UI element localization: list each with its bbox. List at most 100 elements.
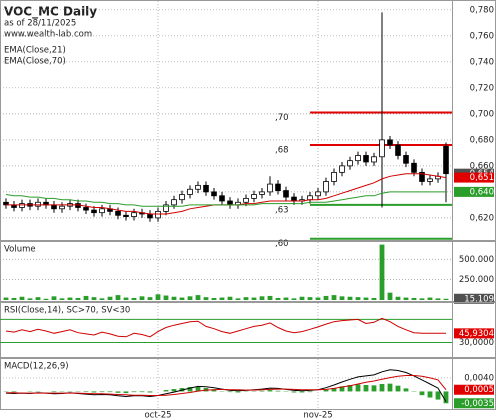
candle-body (227, 200, 233, 206)
y-tick-label: 500.000 (459, 255, 494, 265)
source: www.wealth-lab.com (4, 30, 92, 40)
value-marker (454, 384, 494, 395)
legend-entry: EMA(Close,70) (4, 57, 66, 67)
bar (51, 391, 57, 393)
bar (331, 388, 337, 392)
bar (203, 297, 209, 300)
value-marker-label: 0,640 (470, 187, 494, 197)
candle-body (59, 205, 65, 210)
candle-body (267, 183, 273, 193)
y-tick-label: 0,680 (470, 135, 494, 145)
candle-body (347, 160, 353, 167)
bar (435, 391, 441, 400)
bar (395, 385, 401, 392)
chart-title: VOC_MC Daily (4, 5, 97, 20)
candle-body (443, 145, 449, 175)
bar (163, 390, 169, 392)
candle-body (243, 197, 249, 203)
candle-body (291, 196, 297, 202)
candle-body (211, 191, 217, 197)
bar (275, 390, 281, 392)
bar (307, 297, 313, 300)
bar (379, 244, 385, 300)
panel-title: MACD(12,26,9) (4, 362, 69, 372)
candle-body (203, 184, 209, 193)
bar (339, 386, 345, 392)
bar (131, 297, 137, 300)
y-tick-label: 0,660 (470, 161, 494, 171)
candle-body (195, 184, 201, 190)
bar (43, 298, 49, 300)
bar (19, 296, 25, 300)
candle-body (99, 208, 105, 214)
value-marker (454, 293, 494, 304)
bar (323, 389, 329, 392)
candle-body (187, 188, 193, 195)
bar (323, 295, 329, 300)
value-marker (454, 186, 494, 197)
y-tick-label: 0,620 (470, 213, 494, 223)
y-tick-label: 30,0000 (459, 338, 494, 348)
bar (283, 297, 289, 300)
bar (363, 385, 369, 392)
value-marker (454, 172, 494, 183)
bar (395, 296, 401, 300)
candle-body (171, 199, 177, 206)
bar (83, 295, 89, 300)
bar (235, 391, 241, 393)
bar (211, 389, 217, 392)
bar (291, 298, 297, 300)
bar (147, 297, 153, 300)
bar (187, 387, 193, 392)
bar (443, 298, 449, 300)
candle-body (163, 204, 169, 212)
candle-body (339, 165, 345, 173)
candle-body (379, 139, 385, 158)
bar (123, 391, 129, 394)
bar (195, 295, 201, 300)
bar (115, 391, 121, 393)
bar (387, 383, 393, 392)
candle-body (315, 191, 321, 197)
bar (251, 297, 257, 300)
value-marker-label: -0,0035 (461, 399, 494, 409)
candle-body (155, 210, 161, 219)
bar (275, 297, 281, 300)
level-label: ,60 (275, 239, 289, 249)
bar (259, 390, 265, 392)
candle-body (275, 183, 281, 191)
bar (139, 391, 145, 393)
value-marker-label: 0,651 (470, 173, 494, 183)
bar (347, 296, 353, 300)
candle-body (371, 156, 377, 163)
bar (267, 295, 273, 300)
bar (411, 297, 417, 300)
value-marker (454, 328, 494, 339)
bar (235, 298, 241, 300)
bar (107, 391, 113, 393)
bar (155, 294, 161, 300)
y-tick-label: 0,0040 (464, 373, 494, 383)
level-label: ,70 (275, 113, 289, 123)
candle-body (363, 155, 369, 163)
bar (435, 298, 441, 300)
candle-body (19, 203, 25, 208)
bar (171, 389, 177, 392)
y-tick-label: 0,760 (470, 31, 494, 41)
bar (123, 297, 129, 300)
candle-body (83, 207, 89, 211)
bar (243, 297, 249, 300)
bar (83, 391, 89, 393)
bar (299, 296, 305, 300)
candle-body (355, 155, 361, 162)
candle-body (331, 171, 337, 182)
x-tick-label: oct-25 (144, 411, 171, 420)
candle-body (419, 171, 425, 182)
line (5, 191, 446, 207)
y-tick-label: 0,780 (470, 5, 494, 15)
bar (99, 391, 105, 393)
bar (315, 297, 321, 300)
chart-subtitle: as of 28/11/2025 (4, 19, 76, 29)
candle-body (91, 209, 97, 214)
